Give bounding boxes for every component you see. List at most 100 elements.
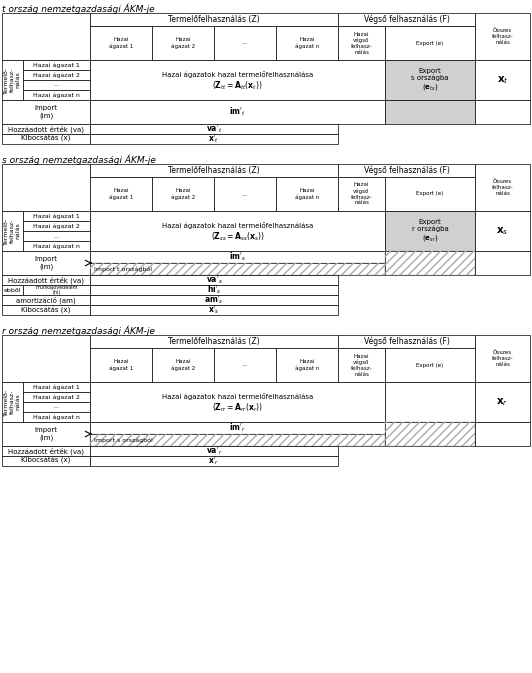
Text: $\mathbf{x}_s$: $\mathbf{x}_s$ (496, 225, 509, 237)
Text: Hazai ágazat n: Hazai ágazat n (33, 415, 80, 420)
Text: Kibocsátás (x): Kibocsátás (x) (21, 135, 71, 143)
Text: Export
r országba
$(\mathbf{e}_{sr})$: Export r országba $(\mathbf{e}_{sr})$ (412, 219, 448, 244)
Bar (338, 13, 475, 26)
Bar (385, 26, 475, 60)
Bar (90, 275, 338, 285)
Text: Hazai ágazat n: Hazai ágazat n (33, 243, 80, 249)
Text: Termelő-
felhasz-
nálás: Termelő- felhasz- nálás (4, 388, 21, 415)
Bar (2, 211, 23, 251)
Bar (2, 285, 23, 295)
Bar (90, 295, 338, 305)
Text: Hozzáadott érték (va): Hozzáadott érték (va) (8, 125, 84, 133)
Bar (214, 177, 276, 211)
Bar (475, 422, 530, 446)
Text: Végső felhasználás (F): Végső felhasználás (F) (363, 336, 450, 346)
Bar (90, 134, 338, 144)
Bar (276, 348, 338, 382)
Bar (23, 285, 90, 295)
Bar (2, 446, 90, 456)
Text: Termelőfelhasználás (Z): Termelőfelhasználás (Z) (168, 15, 260, 24)
Bar (152, 26, 214, 60)
Text: $\mathbf{x}_r$: $\mathbf{x}_r$ (496, 396, 509, 408)
Text: Hazai
ágazat n: Hazai ágazat n (295, 188, 319, 200)
Bar (90, 124, 338, 134)
Bar (90, 422, 385, 434)
Text: $\mathbf{va}'_t$: $\mathbf{va}'_t$ (206, 122, 222, 135)
Bar (385, 348, 475, 382)
Bar (2, 456, 90, 466)
Text: t ország nemzetgazdasági ÁKM-je: t ország nemzetgazdasági ÁKM-je (2, 4, 155, 14)
Text: $\mathbf{im}'_s$: $\mathbf{im}'_s$ (229, 251, 246, 263)
Bar (2, 60, 23, 100)
Text: Végső felhasználás (F): Végső felhasználás (F) (363, 15, 450, 24)
Bar (90, 434, 385, 446)
Bar (90, 348, 152, 382)
Text: $\mathbf{x}_t$: $\mathbf{x}_t$ (496, 74, 509, 86)
Bar (385, 422, 475, 446)
Text: Hazai
ágazat 2: Hazai ágazat 2 (171, 188, 195, 200)
Bar (475, 382, 530, 422)
Text: Hozzáadott érték (va): Hozzáadott érték (va) (8, 448, 84, 455)
Bar (475, 100, 530, 124)
Bar (2, 275, 90, 285)
Bar (214, 348, 276, 382)
Text: Hazai ágazat 2: Hazai ágazat 2 (33, 394, 80, 400)
Bar (90, 13, 338, 26)
Text: Import s országból: Import s országból (94, 437, 153, 443)
Bar (23, 90, 90, 100)
Text: Export (e): Export (e) (417, 40, 444, 46)
Text: r ország nemzetgazdasági ÁKM-je: r ország nemzetgazdasági ÁKM-je (2, 326, 155, 336)
Bar (90, 285, 338, 295)
Text: Export (e): Export (e) (417, 363, 444, 367)
Bar (23, 402, 90, 412)
Text: ...: ... (54, 404, 60, 409)
Text: Kibocsátás (x): Kibocsátás (x) (21, 306, 71, 314)
Bar (2, 305, 90, 315)
Text: Hazai
ágazat 1: Hazai ágazat 1 (109, 359, 133, 371)
Bar (23, 412, 90, 422)
Bar (152, 177, 214, 211)
Text: Hazai ágazat 1: Hazai ágazat 1 (33, 213, 80, 219)
Text: Termelőfelhasználás (Z): Termelőfelhasználás (Z) (168, 337, 260, 346)
Text: $\mathbf{va}'_r$: $\mathbf{va}'_r$ (206, 445, 222, 457)
Bar (90, 60, 385, 100)
Text: Hazai ágazatok hazai termelőfelhasználása: Hazai ágazatok hazai termelőfelhasználás… (162, 221, 313, 229)
Bar (338, 26, 385, 60)
Text: $\mathbf{va}'_s$: $\mathbf{va}'_s$ (206, 274, 222, 286)
Text: Hazai
ágazat n: Hazai ágazat n (295, 37, 319, 48)
Bar (385, 251, 475, 275)
Bar (90, 164, 338, 177)
Bar (2, 382, 23, 422)
Text: amortizáció (am): amortizáció (am) (16, 296, 76, 304)
Text: Termelőfelhasználás (Z): Termelőfelhasználás (Z) (168, 166, 260, 175)
Text: ebből: ebből (4, 287, 21, 293)
Text: Hazai
ágazat 2: Hazai ágazat 2 (171, 37, 195, 48)
Text: Import
(im): Import (im) (35, 256, 57, 270)
Bar (152, 348, 214, 382)
Bar (90, 26, 152, 60)
Text: ...: ... (243, 192, 247, 197)
Text: $\mathbf{im}'_r$: $\mathbf{im}'_r$ (229, 422, 246, 434)
Bar (475, 335, 530, 382)
Bar (90, 263, 385, 275)
Text: ...: ... (54, 83, 60, 87)
Text: $\mathbf{hi}'_s$: $\mathbf{hi}'_s$ (207, 284, 221, 296)
Bar (90, 382, 385, 422)
Text: Hazai ágazat 1: Hazai ágazat 1 (33, 384, 80, 390)
Bar (276, 177, 338, 211)
Bar (338, 177, 385, 211)
Bar (23, 241, 90, 251)
Bar (23, 70, 90, 80)
Bar (338, 164, 475, 177)
Bar (23, 221, 90, 231)
Text: Összes
felhasz-
nálás: Összes felhasz- nálás (492, 28, 513, 45)
Bar (23, 382, 90, 392)
Bar (90, 177, 152, 211)
Text: ...: ... (54, 234, 60, 238)
Bar (276, 26, 338, 60)
Bar (23, 392, 90, 402)
Text: ...: ... (243, 363, 247, 367)
Text: Hazai ágazat 2: Hazai ágazat 2 (33, 223, 80, 229)
Bar (90, 446, 338, 456)
Text: Végső felhasználás (F): Végső felhasználás (F) (363, 166, 450, 175)
